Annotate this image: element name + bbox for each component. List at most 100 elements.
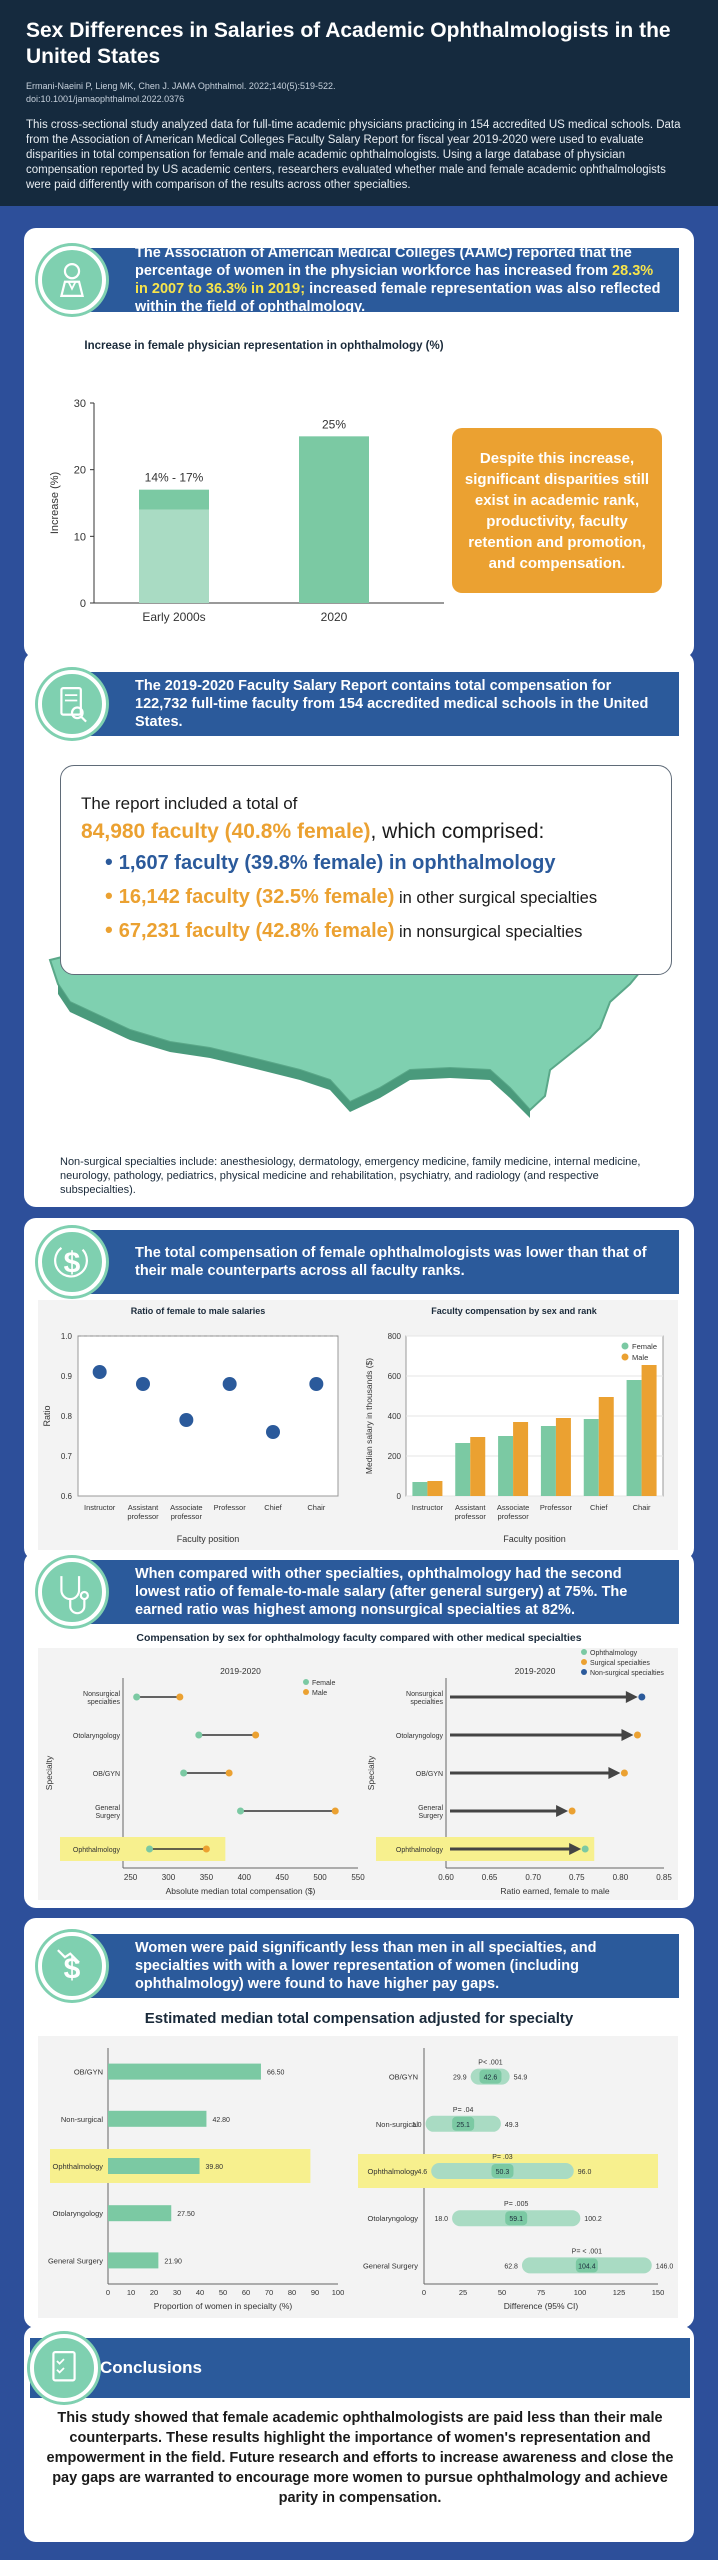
section5-banner: Women were paid significantly less than … [79,1934,679,1998]
x-tick-label: professor [171,1512,203,1521]
svg-text:$: $ [64,1247,81,1280]
x-tick-label: Associate [170,1503,203,1512]
chart1-title: Increase in female physician representat… [84,340,444,352]
citation-doi: doi:10.1001/jamaophthalmol.2022.0376 [26,94,185,104]
report-document-icon [38,670,106,738]
bar-male [427,1481,443,1496]
page-title: Sex Differences in Salaries of Academic … [26,19,671,68]
x-tick-label: 0.70 [525,1873,541,1882]
legend-label: Surgical specialties [590,1660,650,1667]
x-tick-label: 0 [422,2288,426,2297]
specialty-chart-title: Compensation by sex for ophthalmology fa… [136,1632,582,1644]
estimate-marker [491,2164,514,2178]
ci-high-label: 146.0 [656,2263,674,2270]
x-tick-label: Chief [590,1503,608,1512]
bullet-icon: • [105,883,113,908]
y-tick-label: Otolaryngology [73,1733,121,1740]
ratio-arrow-head [556,1805,569,1817]
ratio-point [568,1807,576,1815]
y-tick-label: Otolaryngology [396,1733,444,1740]
legend-dot [581,1669,587,1675]
y-tick-label: Ophthalmology [73,1847,121,1854]
x-axis-label: Faculty position [177,1534,240,1544]
ophthalmology-count: 1,607 faculty (39.8% female) in ophthalm… [118,852,556,874]
y-tick-label: 400 [388,1412,402,1421]
data-label: 14% - 17% [145,471,204,485]
data-label: 27.50 [177,2211,195,2218]
proportion-bar [108,2063,261,2080]
dollar-icon: $ [38,1228,106,1296]
callout-intro: The report included a total of [81,794,298,813]
estimate-label: 104.4 [578,2263,596,2270]
dollar-down-icon: $ [38,1932,106,2000]
section3-banner: The total compensation of female ophthal… [79,1230,679,1294]
bar-female [498,1436,514,1496]
y-tick-label: Otolaryngology [53,2209,104,2218]
ratio-point [92,1365,107,1379]
faculty-breakdown-list: • 1,607 faculty (39.8% female) in ophthal… [81,846,651,948]
data-label: 25% [322,417,346,431]
ci-low-label: 29.9 [453,2075,467,2082]
x-tick-label: 0.75 [569,1873,585,1882]
chart-subtitle: 2019-2020 [515,1666,556,1676]
x-tick-label: Professor [540,1503,573,1512]
female-point [195,1731,203,1739]
estimate-label: 50.3 [496,2169,510,2176]
x-tick-label: 80 [288,2288,296,2297]
x-tick-label: Instructor [84,1503,116,1512]
p-value-label: P< .001 [478,2060,502,2067]
proportion-bar [108,2110,207,2127]
data-label: 66.50 [267,2070,285,2077]
intro-text: This cross-sectional study analyzed data… [26,119,681,191]
y-tick-label: 0 [397,1492,402,1501]
legend-dot [581,1649,587,1655]
x-axis-label: Proportion of women in specialty (%) [154,2301,293,2311]
y-tick-label: Non-surgical [376,2120,418,2129]
x-tick-label: 50 [498,2288,506,2297]
stethoscope-icon [38,1558,106,1626]
bar-female [583,1419,599,1496]
y-tick-label: specialties [87,1699,120,1706]
x-tick-label: professor [497,1512,529,1521]
y-tick-label: 600 [388,1372,402,1381]
x-axis-label: Absolute median total compensation ($) [166,1886,316,1896]
ci-low-label: 62.8 [504,2263,518,2270]
bar-female [626,1380,642,1496]
p-value-label: P= < .001 [572,2248,602,2255]
y-tick-label: 0 [80,598,86,610]
estimate-label: 42.6 [484,2075,498,2082]
x-tick-label: 0.85 [656,1873,672,1882]
list-item-ophthalmology: • 1,607 faculty (39.8% female) in ophthal… [105,846,651,880]
x-tick-label: 25 [459,2288,467,2297]
y-tick-label: Surgery [418,1813,443,1820]
female-point [237,1807,244,1815]
y-axis-label: Specialty [44,1755,54,1790]
x-tick-label: Early 2000s [142,610,205,624]
male-point [176,1693,184,1701]
estimate-marker [452,2116,475,2131]
bullet-icon: • [105,849,113,874]
y-tick-label: OB/GYN [416,1771,443,1778]
bar-low [139,509,209,603]
y-tick-label: General [418,1805,443,1812]
compensation-bar-chart: 0 200 400 600 800 Median salary in thousands … [364,1332,664,1544]
ratio-point [633,1731,641,1739]
ratio-point [309,1377,324,1391]
x-axis-label: Difference (95% CI) [504,2301,579,2311]
section-specialty-comparison: When compared with other specialties, op… [24,1552,694,1908]
bar-range [139,489,209,510]
ci-high-label: 96.0 [578,2169,592,2176]
legend-dot [581,1659,587,1665]
x-axis-label: Faculty position [503,1534,566,1544]
female-doctor-icon [38,246,106,314]
male-point [225,1769,233,1777]
x-tick-label: 50 [219,2288,227,2297]
banner-highlight: 28.3% in 2007 to 36.3% in 2019; [135,263,654,297]
banner-text-a: The Association of American Medical Coll… [135,245,632,279]
difference-ci-chart: 0 25 50 75 100 125 150 Difference (95% CI) 42.6 2… [358,2048,674,2311]
y-axis-label: Specialty [366,1755,376,1790]
x-tick-label: 300 [162,1873,176,1882]
section-faculty-report: The 2019-2020 Faculty Salary Report cont… [24,652,694,1207]
conclusions-title-text: Conclusions [100,2358,203,2377]
legend-dot [303,1689,309,1695]
